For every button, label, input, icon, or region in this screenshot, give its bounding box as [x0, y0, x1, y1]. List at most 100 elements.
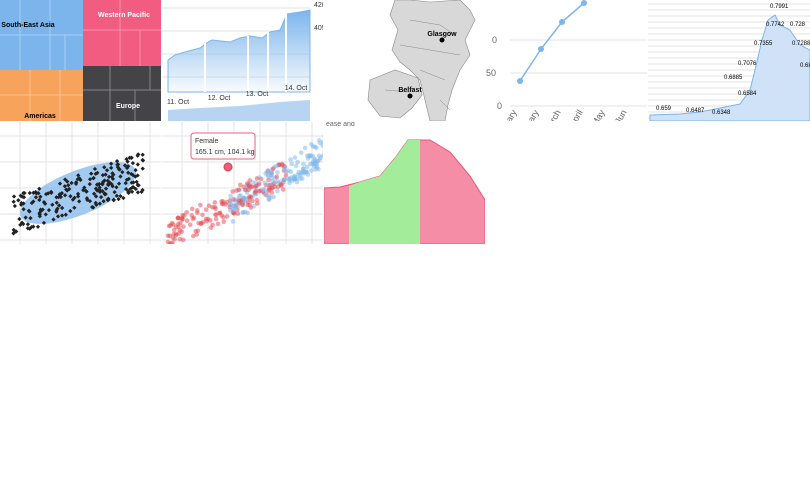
point: [133, 167, 138, 173]
point: [266, 196, 272, 202]
point: [302, 145, 308, 151]
point: [116, 197, 121, 202]
point: [27, 190, 32, 196]
point: [28, 216, 33, 221]
point: [134, 179, 139, 184]
point: [41, 220, 47, 226]
point: [103, 172, 108, 177]
data-label: 0.7076: [738, 61, 757, 67]
point: [106, 182, 111, 187]
area-tile[interactable]: 11. Oct 12. Oct 13. Oct 14. Oct 420 405: [162, 0, 326, 121]
data-label: 0.728: [790, 22, 806, 28]
x-label: April: [567, 108, 585, 129]
point: [191, 233, 196, 239]
point: [126, 170, 131, 175]
point: [91, 175, 96, 181]
point: [248, 205, 254, 210]
point: [241, 209, 246, 215]
city-label: Glasgow: [427, 31, 457, 38]
point: [517, 78, 523, 84]
y-label: 420: [314, 2, 326, 9]
point: [208, 218, 213, 223]
point: [237, 182, 243, 188]
data-label: 0.7355: [754, 41, 773, 47]
stock-tile[interactable]: 0.7991 0.7742 0.728 0.7355 0.7288 0.7076 0.682…: [648, 3, 810, 121]
point: [126, 189, 131, 194]
point: [287, 176, 293, 181]
point: [111, 172, 116, 177]
point: [250, 179, 255, 185]
point: [170, 235, 176, 240]
point: [87, 181, 92, 187]
point: [109, 165, 114, 170]
point: [204, 218, 209, 224]
map-tile[interactable]: Glasgow Belfast: [324, 0, 485, 121]
point: [66, 183, 71, 188]
point: [180, 237, 186, 243]
point: [68, 194, 73, 199]
point: [33, 195, 39, 200]
point: [11, 194, 17, 199]
treemap-tile[interactable]: South-East Asia Western Pacific Americas…: [0, 0, 161, 121]
point: [102, 192, 107, 197]
point: [279, 161, 285, 167]
data-label: 0.6487: [686, 108, 705, 114]
label: South-East Asia: [1, 22, 55, 29]
x-label: 12. Oct: [208, 95, 231, 102]
point: [124, 157, 129, 162]
point: [97, 189, 103, 195]
y-label: 405: [314, 25, 326, 32]
point: [121, 195, 126, 201]
x-label: ruary: [522, 108, 541, 131]
scatter-tile[interactable]: Female 165.1 cm, 104.1 kg: [162, 122, 327, 246]
point: [91, 191, 97, 196]
point: [110, 184, 115, 189]
point: [272, 180, 278, 185]
point: [200, 220, 206, 225]
point: [288, 157, 293, 162]
point: [140, 157, 145, 163]
scatter-tile[interactable]: [0, 122, 161, 244]
point: [37, 197, 42, 203]
point: [296, 169, 302, 175]
point: [173, 231, 179, 237]
x-label: Jun: [613, 108, 629, 126]
point: [87, 199, 93, 204]
point: [26, 208, 32, 213]
point: [168, 223, 173, 228]
point: [105, 178, 110, 183]
point: [224, 199, 230, 205]
point: [219, 213, 224, 218]
point: [120, 169, 125, 175]
point: [72, 205, 77, 210]
x-label: 14. Oct: [285, 85, 308, 92]
point: [124, 177, 129, 182]
point: [87, 177, 93, 182]
point: [581, 0, 587, 6]
point: [128, 186, 133, 192]
point: [124, 165, 130, 171]
band-tile[interactable]: ease and: [324, 121, 485, 244]
point: [20, 194, 25, 199]
point: [301, 161, 306, 167]
point: [232, 204, 237, 209]
point: [309, 168, 314, 173]
point: [93, 186, 99, 191]
point: [112, 189, 117, 195]
y-label: 50: [486, 68, 496, 78]
point: [123, 180, 128, 186]
label: Europe: [116, 103, 140, 110]
point: [254, 183, 259, 188]
point: [75, 191, 81, 197]
point: [21, 201, 26, 206]
point: [130, 161, 136, 166]
point: [118, 174, 123, 179]
line-tile[interactable]: 0 50 0 uary ruary March April May Jun: [486, 0, 647, 135]
point: [11, 227, 16, 232]
region: [389, 0, 476, 121]
x-label: uary: [501, 108, 519, 129]
point: [177, 227, 183, 233]
point: [213, 212, 218, 217]
cell-borders: [0, 0, 161, 121]
point: [297, 173, 303, 179]
